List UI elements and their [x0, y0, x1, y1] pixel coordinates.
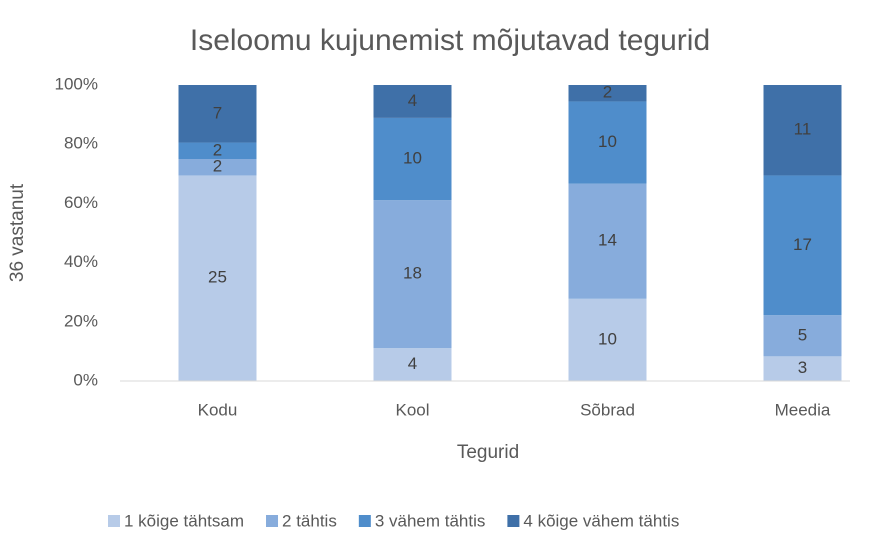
legend-label: 1 kõige tähtsam — [124, 511, 244, 530]
legend-label: 3 vähem tähtis — [375, 511, 486, 530]
y-tick-label: 20% — [64, 311, 98, 330]
data-label: 3 — [798, 358, 807, 377]
data-label: 10 — [598, 329, 617, 348]
bar-segment — [568, 298, 647, 381]
data-label: 4 — [408, 91, 417, 110]
y-tick-label: 100% — [55, 74, 98, 93]
data-label: 17 — [793, 235, 812, 254]
data-label: 10 — [598, 132, 617, 151]
bar-segment — [373, 117, 452, 201]
x-tick-label: Kool — [395, 400, 429, 419]
bar-segment — [763, 315, 842, 357]
legend-label: 4 kõige vähem tähtis — [523, 511, 679, 530]
data-label: 25 — [208, 268, 227, 287]
y-tick-label: 40% — [64, 252, 98, 271]
bar-segment — [763, 356, 842, 381]
data-label: 14 — [598, 231, 617, 250]
bar-segment — [568, 85, 647, 102]
data-label: 2 — [213, 157, 222, 176]
bar-segment — [178, 85, 257, 143]
bar-segment — [568, 183, 647, 299]
bar-segment — [373, 200, 452, 349]
x-axis-title: Tegurid — [457, 442, 519, 463]
x-tick-label: Kodu — [198, 400, 238, 419]
data-label: 4 — [408, 354, 417, 373]
bar-segment — [763, 175, 842, 316]
data-label: 5 — [798, 325, 807, 344]
legend-swatch — [358, 515, 371, 527]
bar-segment — [373, 348, 452, 381]
legend-swatch — [507, 515, 520, 527]
data-label: 10 — [403, 148, 422, 167]
x-tick-label: Sõbrad — [580, 400, 635, 419]
bar-segment — [763, 85, 842, 176]
y-axis-title: 36 vastanut — [7, 183, 28, 282]
bar-segment — [373, 85, 452, 118]
bar-segment — [178, 175, 257, 381]
bar-segment — [178, 159, 257, 176]
data-label: 7 — [213, 103, 222, 122]
bar-segment — [178, 142, 257, 159]
legend-swatch — [266, 515, 279, 527]
y-tick-label: 0% — [73, 370, 98, 389]
chart-title: Iseloomu kujunemist mõjutavad tegurid — [190, 24, 710, 57]
bar-segment — [568, 101, 647, 184]
x-tick-label: Meedia — [775, 400, 831, 419]
data-label: 2 — [603, 83, 612, 102]
legend-label: 2 tähtis — [282, 511, 337, 530]
data-label: 11 — [794, 120, 812, 139]
data-label: 18 — [403, 264, 422, 283]
legend-swatch — [108, 515, 120, 527]
y-tick-label: 80% — [64, 134, 98, 153]
data-label: 2 — [213, 140, 222, 159]
y-tick-label: 60% — [64, 193, 98, 212]
